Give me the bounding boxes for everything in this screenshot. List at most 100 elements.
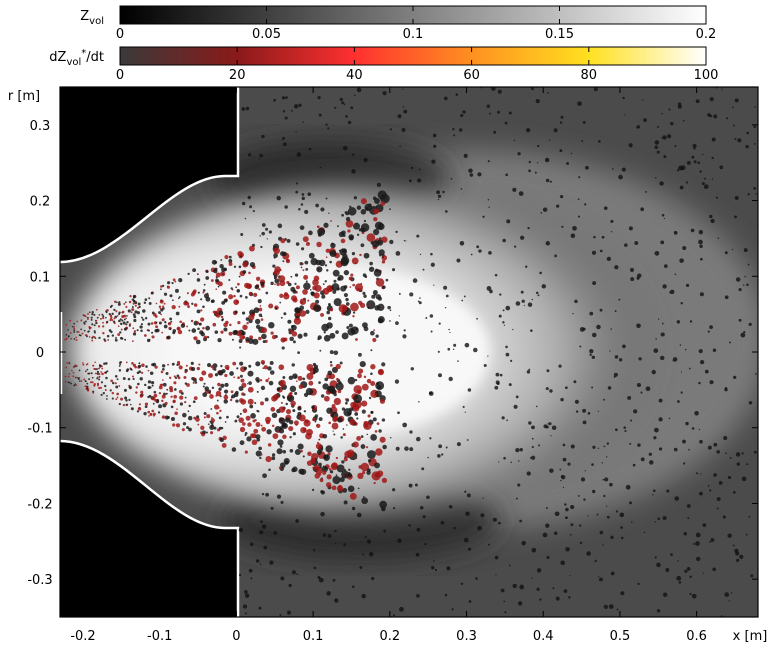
particle — [250, 433, 255, 438]
particle — [97, 371, 99, 373]
particle — [273, 531, 277, 535]
particle — [375, 334, 378, 337]
particle — [699, 230, 703, 234]
particle — [382, 256, 384, 258]
particle — [346, 326, 349, 329]
particle — [698, 240, 703, 245]
particle — [503, 309, 505, 311]
particle — [475, 577, 478, 580]
particle — [404, 446, 409, 451]
particle — [211, 279, 214, 282]
particle — [460, 114, 463, 117]
particle — [453, 527, 456, 530]
particle — [506, 420, 508, 422]
particle — [372, 338, 376, 342]
particle — [419, 297, 421, 299]
particle — [296, 182, 298, 184]
particle — [408, 524, 410, 526]
particle — [82, 333, 84, 335]
particle — [468, 548, 471, 551]
particle — [96, 373, 98, 375]
particle — [98, 314, 100, 316]
particle — [392, 268, 395, 271]
particle — [284, 205, 287, 208]
particle — [498, 461, 499, 462]
particle — [378, 369, 383, 374]
particle — [275, 307, 277, 309]
particle — [133, 332, 136, 335]
particle — [298, 334, 303, 339]
particle — [160, 288, 162, 290]
particle — [250, 262, 255, 267]
particle — [456, 259, 460, 263]
particle — [451, 178, 453, 180]
particle — [361, 401, 367, 407]
particle — [307, 460, 313, 466]
particle — [713, 443, 717, 447]
particle — [117, 333, 120, 336]
particle — [699, 244, 702, 247]
particle — [704, 178, 706, 180]
particle — [571, 444, 575, 448]
particle — [156, 303, 158, 305]
particle — [467, 493, 471, 497]
particle — [631, 522, 632, 523]
particle — [66, 337, 68, 339]
particle — [261, 386, 265, 390]
particle — [677, 400, 680, 403]
particle — [80, 328, 82, 330]
particle — [509, 565, 511, 567]
particle — [697, 161, 700, 164]
particle — [259, 607, 262, 610]
particle — [655, 177, 656, 178]
particle — [487, 356, 488, 357]
particle — [162, 364, 165, 367]
particle — [430, 314, 433, 317]
particle — [368, 414, 371, 417]
particle — [317, 225, 320, 228]
particle — [436, 190, 440, 194]
particle — [506, 353, 510, 357]
particle — [279, 388, 281, 390]
particle — [277, 495, 281, 499]
particle — [197, 309, 201, 313]
particle — [107, 335, 110, 338]
particle — [189, 405, 191, 407]
particle — [637, 273, 641, 277]
particle — [572, 313, 573, 314]
particle — [229, 371, 234, 376]
particle — [297, 351, 300, 354]
particle — [409, 179, 412, 182]
particle — [724, 388, 727, 391]
particle — [403, 110, 407, 114]
particle — [367, 307, 369, 309]
particle — [257, 410, 259, 412]
particle — [615, 428, 618, 431]
particle — [317, 450, 322, 455]
particle — [321, 295, 325, 299]
particle — [438, 351, 440, 353]
particle — [623, 426, 626, 429]
particle — [91, 340, 93, 342]
particle — [228, 279, 230, 281]
particle — [746, 534, 748, 536]
particle — [199, 330, 203, 334]
particle — [483, 497, 484, 498]
particle — [242, 311, 245, 314]
particle — [169, 377, 171, 379]
particle — [578, 176, 580, 178]
particle — [336, 457, 338, 459]
particle — [313, 549, 315, 551]
particle — [79, 334, 81, 336]
particle — [337, 464, 345, 472]
particle — [265, 456, 271, 462]
particle — [320, 478, 324, 482]
particle — [602, 462, 603, 463]
particle — [240, 413, 242, 415]
particle — [382, 445, 387, 450]
particle — [98, 325, 100, 327]
particle — [364, 204, 371, 211]
particle — [279, 302, 281, 304]
particle — [179, 320, 182, 323]
particle — [129, 295, 131, 297]
